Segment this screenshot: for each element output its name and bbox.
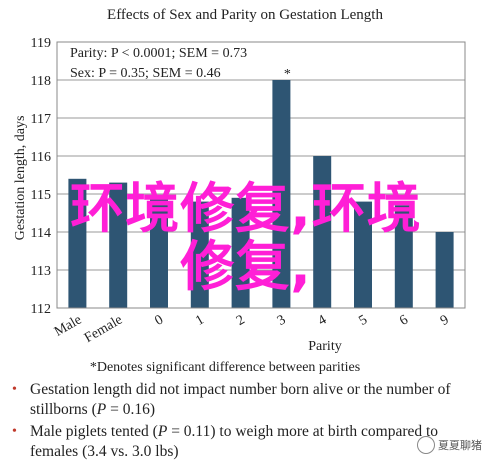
overlay-line-1: 环境修复,环境	[70, 177, 422, 240]
bar	[354, 201, 372, 308]
x-tick-label: 4	[316, 312, 330, 328]
watermark-text: 夏夏聊猪	[438, 439, 482, 452]
x-tick-label: 6	[397, 312, 411, 328]
chart-title: Effects of Sex and Parity on Gestation L…	[107, 7, 383, 23]
y-tick-label: 113	[31, 264, 51, 279]
x-tick-label: 5	[356, 312, 370, 328]
bullet-dot: •	[12, 382, 17, 397]
x-axis-label: Parity	[308, 339, 341, 354]
x-tick-label: 2	[234, 312, 248, 328]
x-tick-label: 9	[438, 312, 452, 328]
stats-line-parity: Parity: P < 0.0001; SEM = 0.73	[70, 46, 247, 61]
y-tick-label: 114	[31, 226, 51, 241]
bullet-text: Gestation length did not impact number b…	[30, 381, 451, 418]
y-tick-label: 115	[31, 188, 51, 203]
plot-frame	[56, 41, 466, 309]
x-tick-label: 3	[275, 312, 289, 328]
bar	[109, 182, 128, 308]
bar	[313, 156, 332, 308]
bullet-text: Male piglets tented (P = 0.11) to weigh …	[30, 423, 439, 460]
bullet-list: • Gestation length did not impact number…	[12, 380, 482, 464]
bar	[394, 205, 413, 308]
x-tick-label: 0	[152, 312, 166, 328]
y-tick-label: 119	[31, 36, 51, 51]
bullet-item: • Male piglets tented (P = 0.11) to weig…	[12, 422, 482, 462]
y-tick-label: 116	[31, 150, 51, 165]
y-tick-label: 112	[31, 302, 51, 317]
bullet-dot: •	[12, 424, 17, 439]
y-tick-label: 118	[31, 74, 51, 89]
bar-chart: Effects of Sex and Parity on Gestation L…	[13, 7, 466, 375]
bar	[68, 178, 87, 308]
wechat-icon	[417, 436, 435, 454]
bars	[68, 80, 454, 308]
bar	[435, 232, 454, 308]
significance-asterisk: *	[284, 67, 291, 82]
bar	[150, 197, 168, 308]
chart-footnote: *Denotes significant difference between …	[90, 360, 360, 375]
stats-line-sex: Sex: P = 0.35; SEM = 0.46	[70, 66, 221, 81]
x-tick-label: Female	[82, 312, 125, 346]
bar	[190, 201, 209, 308]
x-tick-label: 1	[193, 312, 207, 328]
y-tick-labels: 112 113 114 115 116 117 118 119	[31, 36, 51, 317]
y-axis-label: Gestation length, days	[13, 116, 28, 241]
watermark: 夏夏聊猪	[417, 436, 482, 454]
overlay-line-2: 修复,	[180, 235, 312, 298]
overlay-text: 环境修复,环境 修复,	[0, 180, 492, 296]
x-tick-label: Male	[52, 312, 84, 339]
bullet-item: • Gestation length did not impact number…	[12, 380, 482, 420]
bar	[231, 197, 250, 308]
bar	[272, 80, 291, 308]
y-tick-label: 117	[31, 112, 51, 127]
